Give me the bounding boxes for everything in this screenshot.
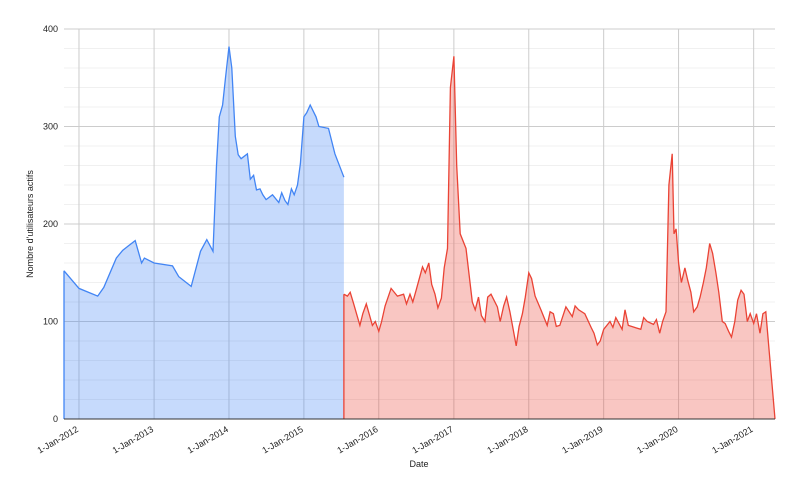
y-tick-label: 100 bbox=[43, 317, 58, 327]
x-axis-label: Date bbox=[409, 459, 428, 469]
area bbox=[343, 56, 775, 420]
x-tick-label: 1-Jan-2019 bbox=[560, 424, 604, 455]
y-axis-label: Nombre d'utilisateurs actifs bbox=[25, 170, 35, 278]
x-tick-label: 1-Jan-2015 bbox=[260, 424, 304, 455]
line bbox=[343, 56, 776, 420]
x-tick-label: 1-Jan-2013 bbox=[111, 424, 155, 455]
x-tick-label: 1-Jan-2012 bbox=[36, 424, 80, 455]
line bbox=[63, 46, 345, 297]
x-tick-label: 1-Jan-2014 bbox=[186, 424, 230, 455]
y-tick-label: 400 bbox=[43, 24, 58, 34]
x-tick-label: 1-Jan-2018 bbox=[485, 424, 529, 455]
area bbox=[64, 46, 344, 419]
y-tick-label: 0 bbox=[53, 414, 58, 424]
x-tick-label: 1-Jan-2021 bbox=[710, 424, 754, 455]
y-tick-label: 200 bbox=[43, 219, 58, 229]
x-tick-label: 1-Jan-2017 bbox=[410, 424, 454, 455]
x-tick-label: 1-Jan-2016 bbox=[335, 424, 379, 455]
x-tick-label: 1-Jan-2020 bbox=[635, 424, 679, 455]
y-tick-label: 300 bbox=[43, 122, 58, 132]
